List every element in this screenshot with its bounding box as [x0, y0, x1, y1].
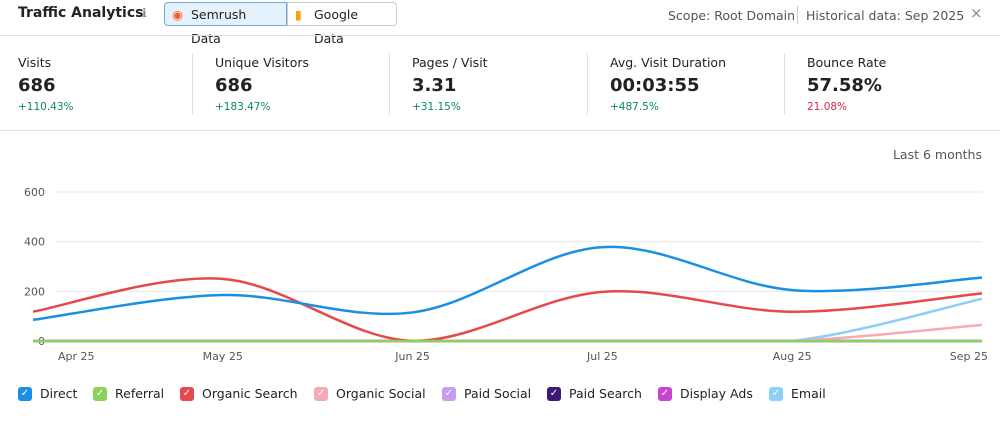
- close-button[interactable]: ×: [970, 4, 983, 22]
- y-tick-label: 600: [24, 186, 45, 199]
- legend-checkbox: ✓: [547, 387, 561, 401]
- metric-label: Bounce Rate: [807, 55, 887, 70]
- legend-checkbox: ✓: [314, 387, 328, 401]
- title: Traffic Analytics: [18, 5, 144, 21]
- x-tick-label: Apr 25: [58, 350, 95, 363]
- legend-item[interactable]: ✓ Paid Social: [442, 386, 531, 402]
- legend-label: Direct: [40, 386, 78, 401]
- series-line: [32, 245, 983, 322]
- info-icon[interactable]: ℹ: [142, 6, 147, 20]
- metric-change: +110.43%: [18, 101, 74, 113]
- divider: [587, 53, 588, 115]
- legend-item[interactable]: ✓ Paid Search: [547, 386, 642, 402]
- legend-item[interactable]: ✓ Organic Social: [314, 386, 426, 402]
- tab-label: Google Data: [314, 7, 359, 46]
- period: Last 6 months: [892, 147, 982, 162]
- metric-value: 3.31: [412, 75, 457, 96]
- x-tick-label: Aug 25: [773, 350, 812, 363]
- tab-icon: ▮: [295, 7, 302, 22]
- scope: Scope: Root Domain: [668, 8, 796, 23]
- metric-label: Visits: [18, 55, 52, 70]
- divider: [797, 6, 798, 24]
- metric-label: Avg. Visit Duration: [610, 55, 726, 70]
- metric-change: +487.5%: [610, 101, 659, 113]
- tab-google[interactable]: ▮ Google Data: [287, 2, 397, 46]
- legend-checkbox: ✓: [180, 387, 194, 401]
- legend-item[interactable]: ✓ Direct: [18, 386, 77, 402]
- legend-label: Paid Search: [569, 386, 642, 401]
- divider: [192, 53, 193, 115]
- legend-item[interactable]: ✓ Referral: [93, 386, 164, 402]
- metric-value: 686: [215, 75, 253, 96]
- tab-icon: ◉: [172, 7, 183, 22]
- legend-item[interactable]: ✓ Display Ads: [658, 386, 753, 402]
- metric-change: 21.08%: [807, 101, 848, 113]
- y-tick-label: 200: [24, 285, 45, 298]
- metric-label: Unique Visitors: [215, 55, 310, 70]
- metric-change: +31.15%: [412, 101, 461, 113]
- legend-label: Paid Social: [464, 386, 532, 401]
- metric-value: 57.58%: [807, 75, 882, 96]
- metric-change: +183.47%: [215, 101, 271, 113]
- divider: [0, 130, 1000, 131]
- divider: [389, 53, 390, 115]
- historical: Historical data: Sep 2025: [806, 8, 965, 23]
- metric-value: 00:03:55: [610, 75, 700, 96]
- tab-label: Semrush Data: [191, 7, 247, 46]
- legend-label: Email: [791, 386, 826, 401]
- divider: [0, 35, 1000, 36]
- legend-label: Referral: [115, 386, 165, 401]
- series-line: [32, 297, 983, 343]
- x-tick-label: Jul 25: [586, 350, 618, 363]
- legend-label: Display Ads: [680, 386, 753, 401]
- x-tick-label: Jun 25: [394, 350, 430, 363]
- divider: [784, 53, 785, 115]
- y-tick-label: 400: [24, 236, 45, 249]
- legend-label: Organic Social: [336, 386, 426, 401]
- x-tick-label: Sep 25: [950, 350, 988, 363]
- metric-value: 686: [18, 75, 56, 96]
- legend-checkbox: ✓: [769, 387, 783, 401]
- legend-label: Organic Search: [202, 386, 298, 401]
- legend-item[interactable]: ✓ Organic Search: [180, 386, 298, 402]
- series-line: [32, 277, 983, 343]
- legend-checkbox: ✓: [658, 387, 672, 401]
- legend-checkbox: ✓: [442, 387, 456, 401]
- x-tick-label: May 25: [203, 350, 243, 363]
- metric-label: Pages / Visit: [412, 55, 488, 70]
- tab-semrush[interactable]: ◉ Semrush Data: [164, 2, 287, 46]
- legend-checkbox: ✓: [93, 387, 107, 401]
- legend-item[interactable]: ✓ Email: [769, 386, 826, 402]
- legend-checkbox: ✓: [18, 387, 32, 401]
